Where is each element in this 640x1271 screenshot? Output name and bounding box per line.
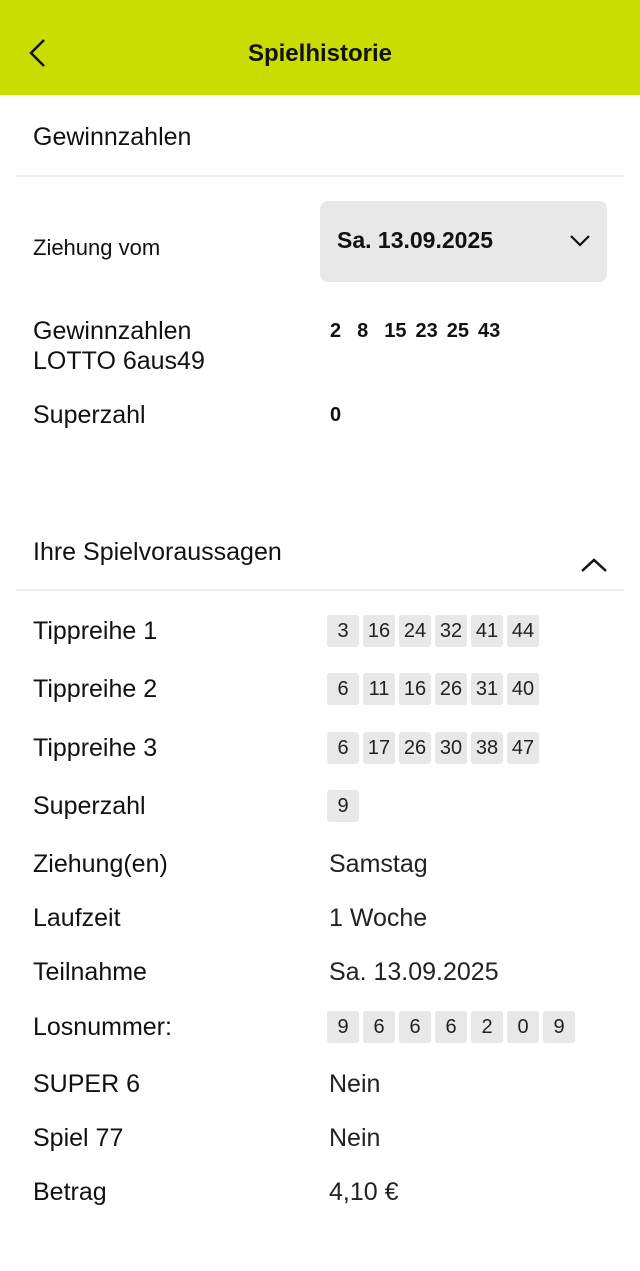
superzahl-value: 0: [330, 404, 342, 426]
detail-value: Nein: [329, 1124, 381, 1152]
number-chip: 47: [507, 732, 539, 764]
number-chip: 0: [507, 1011, 539, 1043]
winning-number: 43: [478, 320, 501, 342]
detail-label: Spiel 77: [33, 1124, 124, 1152]
losnummer-label: Losnummer:: [33, 1013, 172, 1041]
draw-date-value: Sa. 13.09.2025: [337, 227, 494, 253]
number-chip: 9: [543, 1011, 575, 1043]
divider: [16, 589, 624, 591]
number-chips: 3 16 24 32 41 44: [327, 615, 539, 647]
winning-number: 23: [415, 320, 438, 342]
row-label: Tippreihe 3: [33, 734, 158, 762]
app-header: Spielhistorie: [0, 0, 640, 95]
detail-value: Samstag: [329, 850, 428, 878]
predictions-section-title: Ihre Spielvoraussagen: [33, 538, 282, 566]
draw-date-dropdown[interactable]: Sa. 13.09.2025: [320, 201, 607, 282]
number-chip: 26: [399, 732, 431, 764]
page-title: Spielhistorie: [247, 40, 393, 67]
winning-numbers-label: Gewinnzahlen LOTTO 6aus49: [33, 316, 205, 376]
number-chip: 44: [507, 615, 539, 647]
number-chip: 24: [399, 615, 431, 647]
row-label: Tippreihe 1: [33, 617, 158, 645]
superzahl-label: Superzahl: [33, 401, 146, 429]
winning-superzahl: 0: [330, 404, 350, 427]
number-chip: 6: [399, 1011, 431, 1043]
winning-numbers: 2 8 15 23 25 43: [330, 320, 509, 343]
detail-value: Nein: [329, 1070, 381, 1098]
number-chip: 40: [507, 673, 539, 705]
detail-label: Betrag: [33, 1178, 107, 1206]
winning-section-title: Gewinnzahlen: [33, 123, 192, 151]
number-chips: 9: [327, 790, 359, 822]
number-chip: 9: [327, 1011, 359, 1043]
number-chip: 31: [471, 673, 503, 705]
number-chip: 6: [327, 732, 359, 764]
number-chip: 2: [471, 1011, 503, 1043]
winning-number: 25: [446, 320, 469, 342]
label-line: LOTTO 6aus49: [33, 347, 205, 375]
winning-number: 8: [357, 320, 369, 342]
detail-label: Teilnahme: [33, 958, 147, 986]
chevron-down-icon: [570, 235, 590, 247]
chevron-up-icon[interactable]: [580, 557, 608, 573]
divider: [16, 175, 624, 177]
number-chip: 41: [471, 615, 503, 647]
number-chip: 17: [363, 732, 395, 764]
winning-number: 15: [384, 320, 407, 342]
detail-value: 1 Woche: [329, 904, 428, 932]
detail-label: Ziehung(en): [33, 850, 168, 878]
number-chip: 9: [327, 790, 359, 822]
number-chip: 32: [435, 615, 467, 647]
row-label: Superzahl: [33, 792, 146, 820]
number-chip: 6: [363, 1011, 395, 1043]
draw-date-label: Ziehung vom: [33, 235, 161, 260]
number-chip: 16: [363, 615, 395, 647]
detail-label: SUPER 6: [33, 1070, 140, 1098]
number-chip: 16: [399, 673, 431, 705]
number-chip: 30: [435, 732, 467, 764]
number-chip: 11: [363, 673, 395, 705]
back-arrow-icon[interactable]: [26, 36, 56, 70]
winning-number: 2: [330, 320, 342, 342]
number-chip: 3: [327, 615, 359, 647]
detail-value: Sa. 13.09.2025: [329, 958, 499, 986]
detail-label: Laufzeit: [33, 904, 121, 932]
number-chip: 6: [327, 673, 359, 705]
number-chips: 6 17 26 30 38 47: [327, 732, 539, 764]
row-label: Tippreihe 2: [33, 675, 158, 703]
number-chip: 38: [471, 732, 503, 764]
number-chip: 26: [435, 673, 467, 705]
number-chips: 6 11 16 26 31 40: [327, 673, 539, 705]
number-chip: 6: [435, 1011, 467, 1043]
detail-value: 4,10 €: [329, 1178, 399, 1206]
label-line: Gewinnzahlen: [33, 317, 192, 345]
